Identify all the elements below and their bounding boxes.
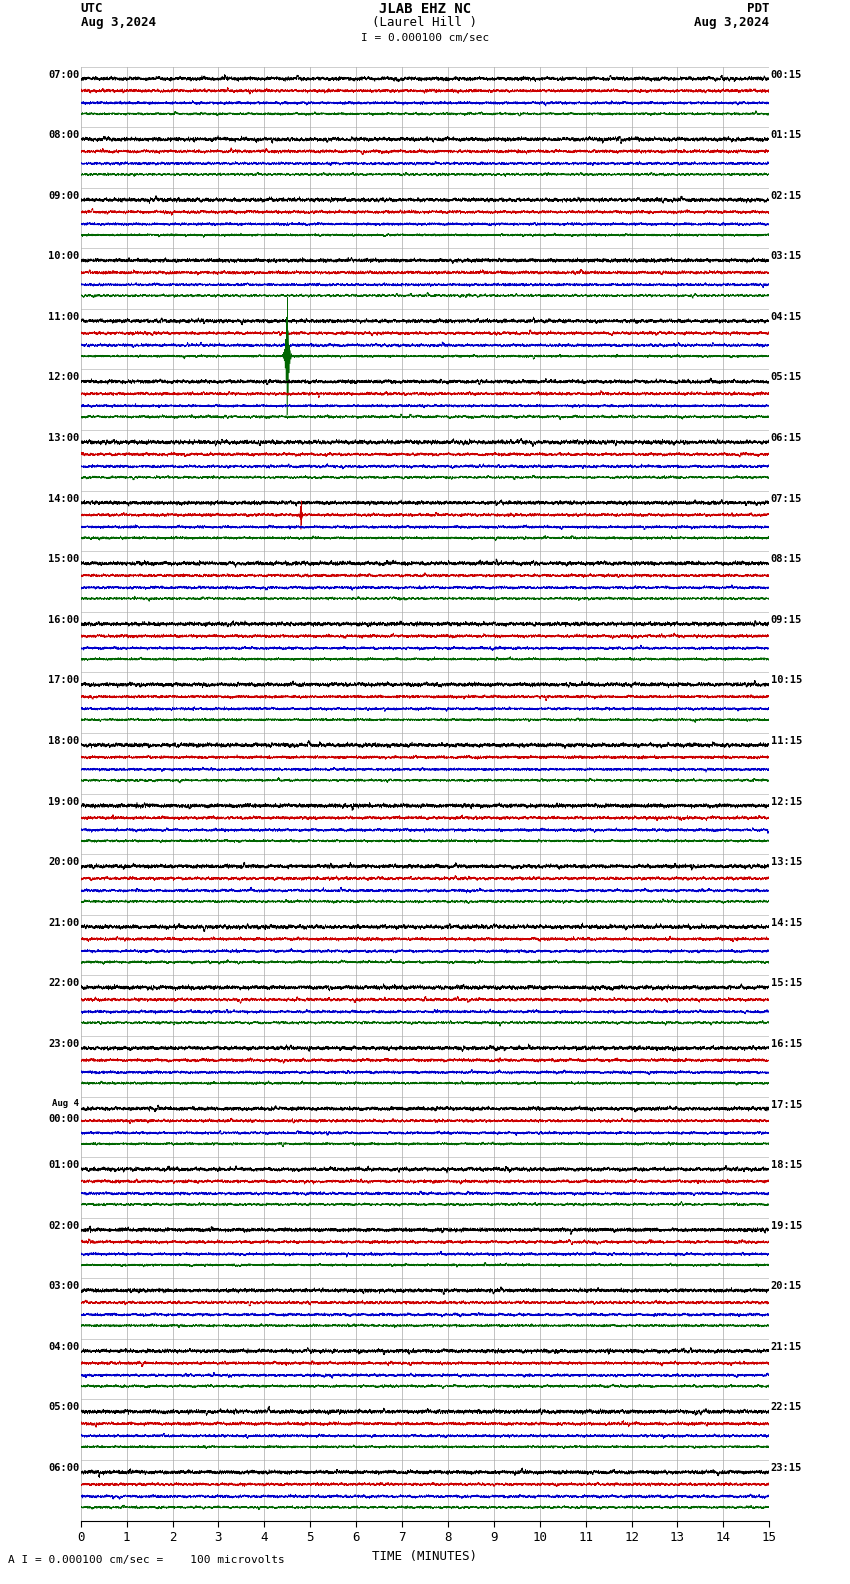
- Text: 03:15: 03:15: [771, 252, 802, 261]
- Text: 10:15: 10:15: [771, 675, 802, 686]
- Text: 01:00: 01:00: [48, 1159, 79, 1171]
- Text: Aug 4: Aug 4: [53, 1099, 79, 1109]
- Text: 18:00: 18:00: [48, 737, 79, 746]
- Text: 14:00: 14:00: [48, 494, 79, 504]
- Text: 20:15: 20:15: [771, 1281, 802, 1291]
- Text: 03:00: 03:00: [48, 1281, 79, 1291]
- Text: 09:15: 09:15: [771, 615, 802, 624]
- Text: 04:00: 04:00: [48, 1342, 79, 1351]
- Text: 01:15: 01:15: [771, 130, 802, 139]
- Text: 13:00: 13:00: [48, 432, 79, 444]
- Text: JLAB EHZ NC: JLAB EHZ NC: [379, 2, 471, 16]
- Text: 06:00: 06:00: [48, 1464, 79, 1473]
- Text: UTC: UTC: [81, 2, 103, 14]
- Text: 16:00: 16:00: [48, 615, 79, 624]
- Text: Aug 3,2024: Aug 3,2024: [694, 16, 769, 29]
- Text: 11:00: 11:00: [48, 312, 79, 322]
- Text: 09:00: 09:00: [48, 190, 79, 201]
- Text: 21:15: 21:15: [771, 1342, 802, 1351]
- Text: I = 0.000100 cm/sec: I = 0.000100 cm/sec: [361, 33, 489, 43]
- Text: 00:15: 00:15: [771, 70, 802, 79]
- Text: PDT: PDT: [747, 2, 769, 14]
- Text: 18:15: 18:15: [771, 1159, 802, 1171]
- Text: 04:15: 04:15: [771, 312, 802, 322]
- Text: 21:00: 21:00: [48, 917, 79, 928]
- Text: 13:15: 13:15: [771, 857, 802, 866]
- Text: 17:00: 17:00: [48, 675, 79, 686]
- Text: 15:00: 15:00: [48, 554, 79, 564]
- Text: 14:15: 14:15: [771, 917, 802, 928]
- Text: 08:00: 08:00: [48, 130, 79, 139]
- Text: 17:15: 17:15: [771, 1099, 802, 1109]
- X-axis label: TIME (MINUTES): TIME (MINUTES): [372, 1549, 478, 1562]
- Text: 19:00: 19:00: [48, 797, 79, 806]
- Text: 06:15: 06:15: [771, 432, 802, 444]
- Text: 12:00: 12:00: [48, 372, 79, 382]
- Text: 08:15: 08:15: [771, 554, 802, 564]
- Text: (Laurel Hill ): (Laurel Hill ): [372, 16, 478, 29]
- Text: 07:15: 07:15: [771, 494, 802, 504]
- Text: 23:15: 23:15: [771, 1464, 802, 1473]
- Text: 02:00: 02:00: [48, 1221, 79, 1231]
- Text: 07:00: 07:00: [48, 70, 79, 79]
- Text: 02:15: 02:15: [771, 190, 802, 201]
- Text: 22:00: 22:00: [48, 979, 79, 988]
- Text: Aug 3,2024: Aug 3,2024: [81, 16, 156, 29]
- Text: 12:15: 12:15: [771, 797, 802, 806]
- Text: 23:00: 23:00: [48, 1039, 79, 1049]
- Text: 10:00: 10:00: [48, 252, 79, 261]
- Text: 05:00: 05:00: [48, 1402, 79, 1413]
- Text: A I = 0.000100 cm/sec =    100 microvolts: A I = 0.000100 cm/sec = 100 microvolts: [8, 1555, 286, 1565]
- Text: 20:00: 20:00: [48, 857, 79, 866]
- Text: 15:15: 15:15: [771, 979, 802, 988]
- Text: 05:15: 05:15: [771, 372, 802, 382]
- Text: 19:15: 19:15: [771, 1221, 802, 1231]
- Text: 22:15: 22:15: [771, 1402, 802, 1413]
- Text: 16:15: 16:15: [771, 1039, 802, 1049]
- Text: 00:00: 00:00: [48, 1114, 79, 1125]
- Text: 11:15: 11:15: [771, 737, 802, 746]
